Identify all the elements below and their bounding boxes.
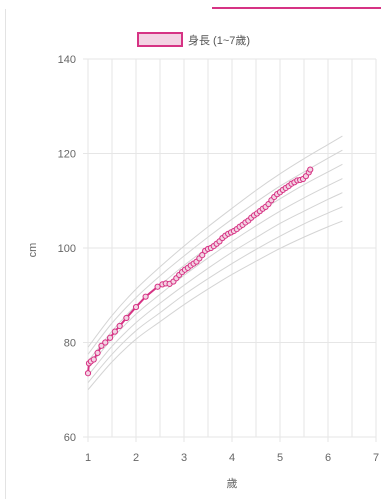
x-tick-label: 2 (133, 452, 139, 464)
legend-swatch[interactable] (137, 32, 183, 47)
height-data-point[interactable] (90, 356, 97, 363)
y-axis-title: cm (27, 243, 39, 258)
axes: 60 80 100 120 140 1 2 3 4 5 6 7 (58, 54, 379, 464)
x-axis-title: 歲 (227, 476, 238, 490)
grid (83, 58, 377, 442)
y-tick-label: 120 (58, 149, 76, 161)
reference-curve (87, 220, 343, 391)
x-tick-label: 3 (181, 452, 187, 464)
reference-curve (87, 149, 343, 355)
y-tick-label: 100 (58, 243, 76, 255)
height-data-point[interactable] (111, 328, 118, 335)
active-tab-indicator (212, 7, 381, 9)
height-data-point[interactable] (94, 349, 101, 356)
height-series (84, 166, 314, 377)
height-data-point[interactable] (116, 322, 123, 330)
height-data-point[interactable] (307, 166, 314, 173)
height-data-point[interactable] (84, 370, 92, 377)
chart-card (5, 9, 381, 499)
x-tick-label: 7 (373, 452, 379, 464)
reference-curve (87, 192, 343, 376)
y-tick-label: 140 (58, 54, 76, 66)
legend-label[interactable]: 身長 (1~7歲) (188, 33, 250, 47)
y-tick-label: 60 (64, 432, 76, 444)
x-tick-label: 4 (229, 452, 235, 464)
height-data-point[interactable] (132, 303, 140, 311)
reference-curve (87, 135, 343, 348)
height-data-point[interactable] (199, 251, 206, 259)
x-tick-label: 1 (85, 452, 91, 464)
legend[interactable]: 身長 (1~7歲) (137, 32, 250, 47)
height-data-point[interactable] (106, 334, 114, 341)
height-data-point[interactable] (154, 283, 161, 290)
reference-curve (87, 206, 343, 383)
x-tick-label: 5 (277, 452, 283, 464)
height-data-point[interactable] (102, 339, 109, 346)
height-data-point[interactable] (142, 293, 149, 300)
x-tick-label: 6 (325, 452, 331, 464)
height-data-point[interactable] (98, 342, 105, 349)
y-tick-label: 80 (64, 338, 76, 350)
height-data-point[interactable] (123, 314, 130, 322)
reference-curve (87, 178, 343, 369)
